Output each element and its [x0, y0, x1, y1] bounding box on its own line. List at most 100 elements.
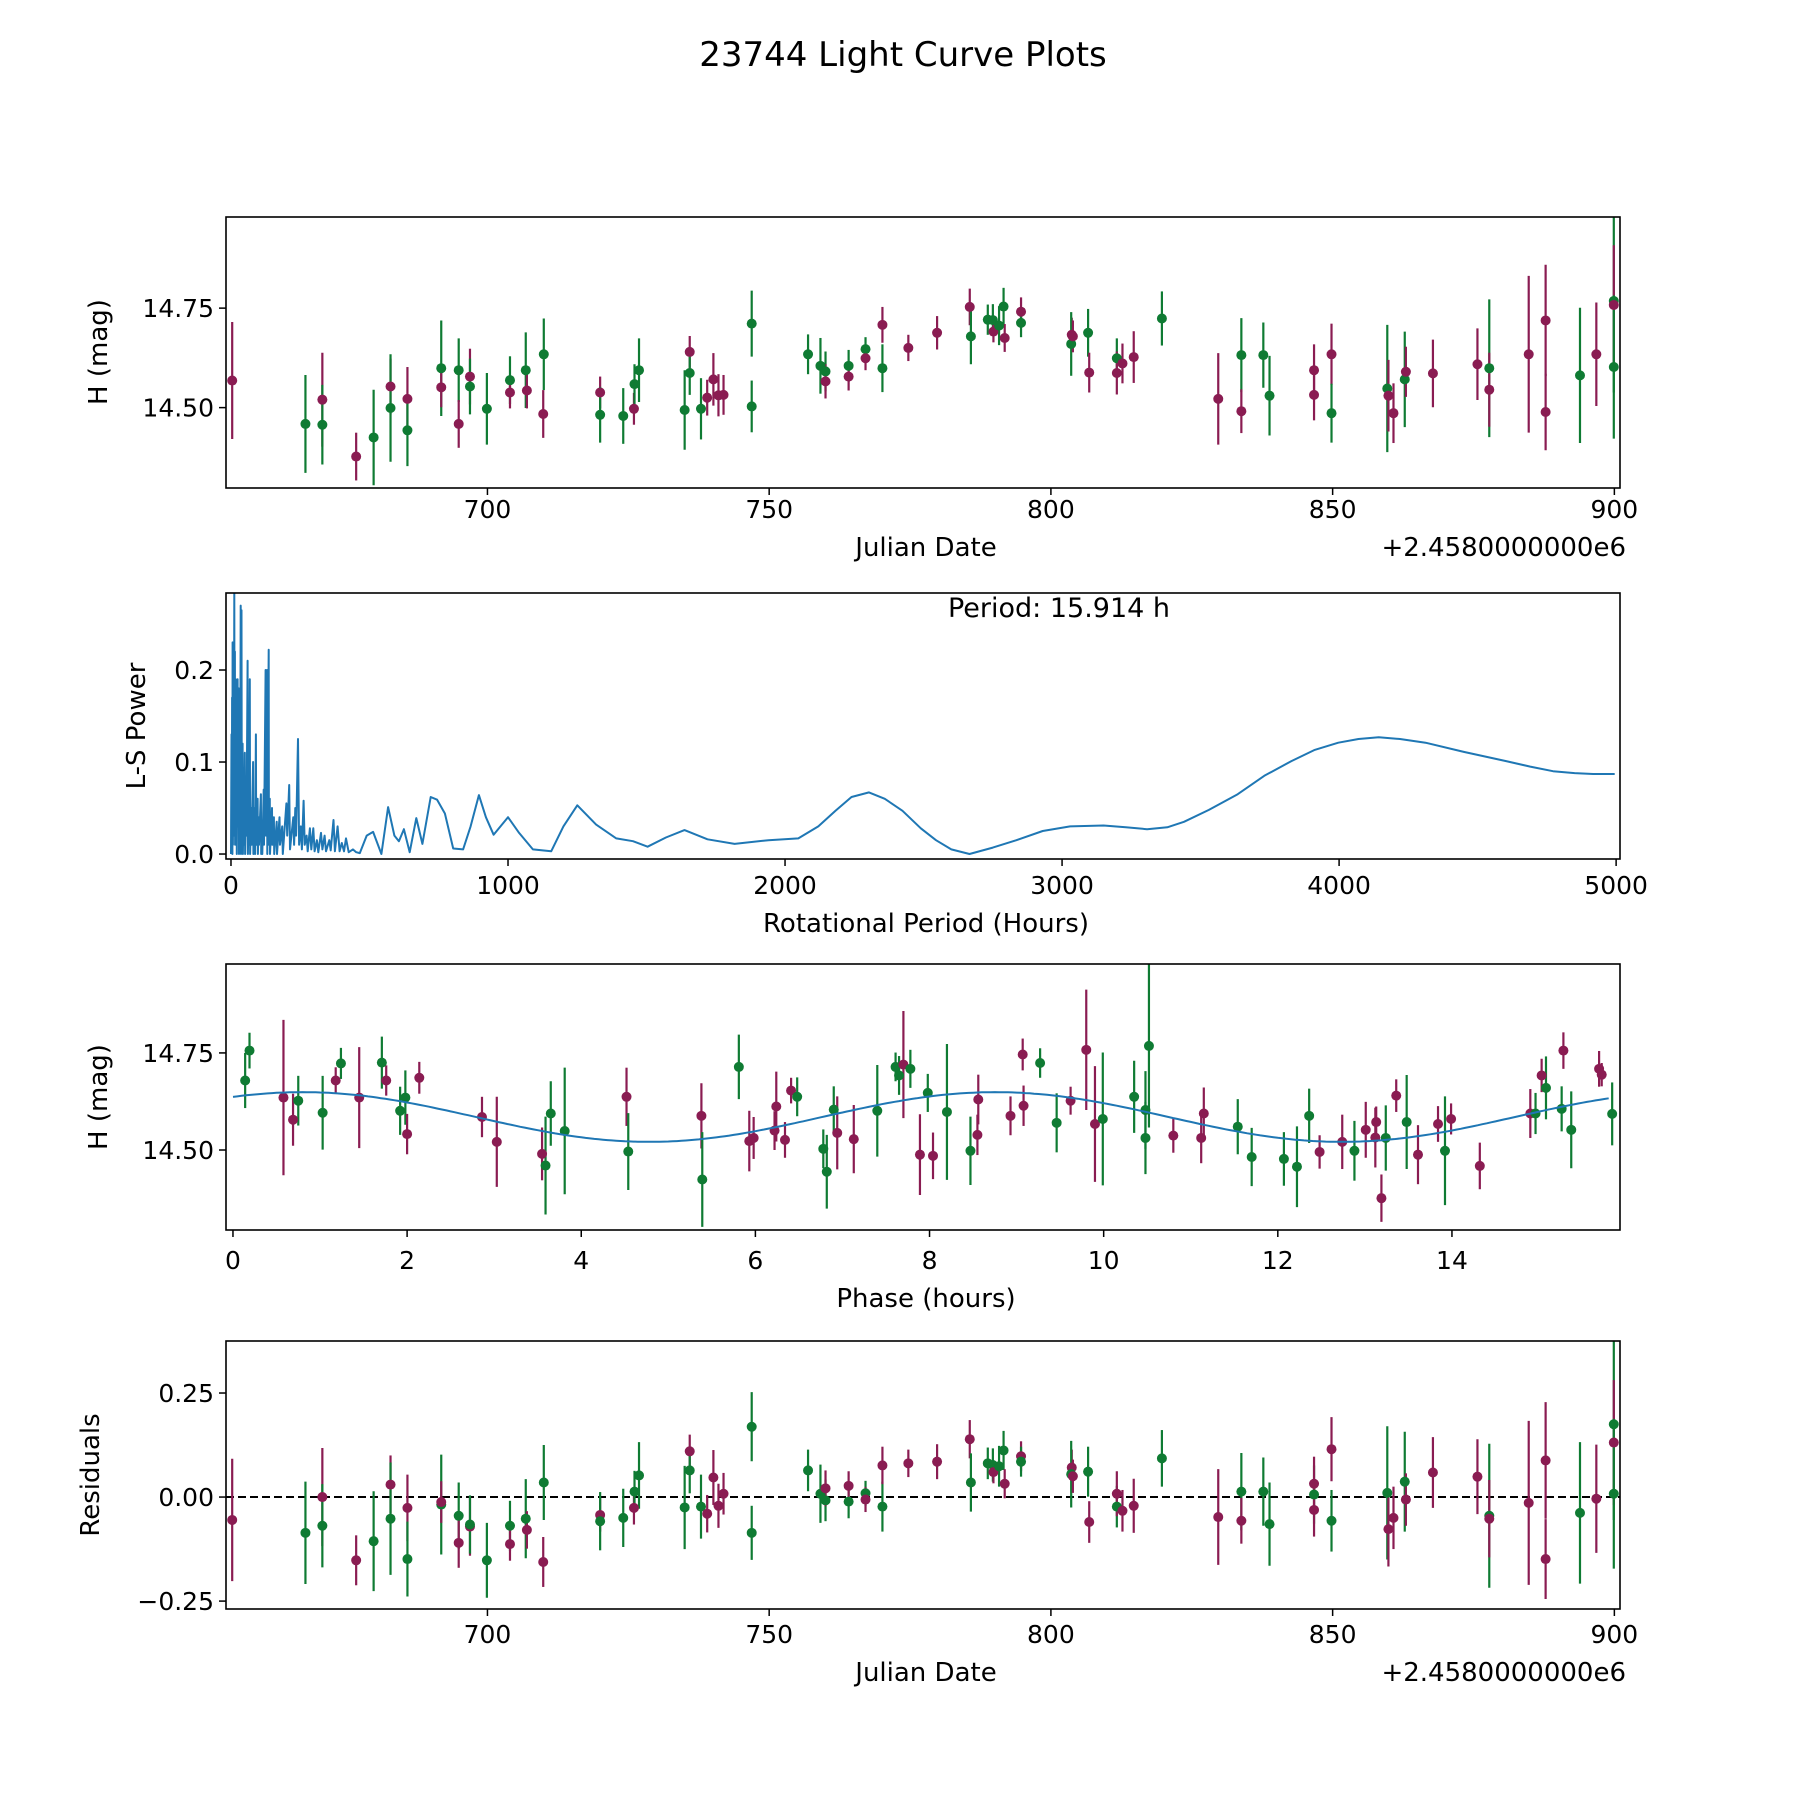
- data-point-band-m: [1371, 1117, 1382, 1128]
- data-point-band-m: [771, 1101, 782, 1112]
- data-point-band-m: [1391, 1090, 1402, 1101]
- phased-panel: 0 2 4 6 8 10 12 14 14.50 14.75: [142, 963, 1621, 1275]
- data-point-band-g: [453, 1510, 464, 1521]
- data-point-band-m: [708, 374, 719, 385]
- data-point-band-g: [481, 1555, 492, 1566]
- data-point-band-g: [1291, 1161, 1302, 1172]
- data-point-band-g: [1566, 1124, 1577, 1135]
- data-point-band-m: [621, 1091, 632, 1102]
- data-point-band-g: [746, 1421, 757, 1432]
- data-point-band-g: [890, 1061, 901, 1072]
- data-point-band-m: [860, 1494, 871, 1505]
- data-point-band-g: [818, 1143, 829, 1154]
- data-point-band-g: [1236, 1486, 1247, 1497]
- data-point-band-m: [964, 1434, 975, 1445]
- data-point-band-m: [1326, 1444, 1337, 1455]
- data-point-band-g: [629, 1486, 640, 1497]
- x-tick-label: 3000: [1030, 871, 1094, 900]
- light-curve-ylabel: H (mag): [84, 299, 114, 405]
- data-point-band-m: [628, 403, 639, 414]
- data-point-band-g: [994, 1461, 1005, 1472]
- data-point-band-g: [821, 1166, 832, 1177]
- data-point-band-m: [1213, 393, 1224, 404]
- data-point-band-g: [746, 401, 757, 412]
- data-point-band-m: [330, 1075, 341, 1086]
- data-point-band-m: [1236, 406, 1247, 417]
- data-point-band-m: [317, 1492, 328, 1503]
- data-point-band-m: [504, 387, 515, 398]
- data-point-band-g: [1016, 317, 1027, 328]
- data-point-band-m: [521, 385, 532, 396]
- data-point-band-g: [300, 1527, 311, 1538]
- x-tick-label: 5000: [1584, 871, 1648, 900]
- data-point-band-g: [240, 1075, 251, 1086]
- axes-frame: [225, 963, 1621, 1231]
- data-point-band-m: [436, 1497, 447, 1508]
- data-point-band-m: [1596, 1069, 1607, 1080]
- data-point-band-m: [1540, 315, 1551, 326]
- data-point-band-g: [481, 403, 492, 414]
- data-point-band-g: [453, 365, 464, 376]
- data-point-band-g: [1258, 1486, 1269, 1497]
- data-point-band-m: [381, 1075, 392, 1086]
- data-point-band-m: [973, 1094, 984, 1105]
- x-tick-label: 12: [1262, 1246, 1294, 1275]
- data-point-band-g: [695, 1501, 706, 1512]
- data-point-band-m: [1412, 1149, 1423, 1160]
- data-point-band-g: [820, 1495, 831, 1506]
- data-point-band-m: [1236, 1515, 1247, 1526]
- data-point-band-m: [702, 1508, 713, 1519]
- axes-frame: [225, 216, 1621, 489]
- data-point-band-m: [877, 1460, 888, 1471]
- data-point-band-m: [1540, 1455, 1551, 1466]
- data-point-band-g: [634, 1470, 645, 1481]
- data-point-band-g: [540, 1160, 551, 1171]
- y-tick-label: 14.75: [142, 294, 214, 323]
- data-point-band-m: [932, 327, 943, 338]
- data-point-band-m: [964, 301, 975, 312]
- data-point-band-g: [1349, 1145, 1360, 1156]
- data-point-band-m: [820, 376, 831, 387]
- data-point-band-g: [803, 349, 814, 360]
- data-point-band-m: [538, 408, 549, 419]
- x-tick-label: 6: [747, 1246, 763, 1275]
- data-point-band-g: [998, 1445, 1009, 1456]
- data-point-band-g: [464, 381, 475, 392]
- data-point-band-m: [1608, 299, 1619, 310]
- data-point-band-g: [244, 1045, 255, 1056]
- data-point-band-m: [1360, 1124, 1371, 1135]
- data-point-band-m: [1081, 1044, 1092, 1055]
- data-point-band-g: [843, 1496, 854, 1507]
- data-point-band-m: [820, 1483, 831, 1494]
- data-point-band-m: [351, 1555, 362, 1566]
- data-point-band-m: [832, 1127, 843, 1138]
- data-point-band-m: [227, 375, 238, 386]
- data-point-band-g: [1129, 1091, 1140, 1102]
- data-point-band-g: [1246, 1151, 1257, 1162]
- data-point-band-m: [402, 393, 413, 404]
- data-point-band-g: [1326, 408, 1337, 419]
- data-point-band-g: [1083, 1466, 1094, 1477]
- residuals-xlabel: Julian Date: [853, 1658, 996, 1688]
- data-point-band-m: [1484, 384, 1495, 395]
- data-point-band-m: [402, 1502, 413, 1513]
- data-point-band-g: [317, 419, 328, 430]
- light-curve-panel: 700 750 800 850 900 14.50 14.75: [142, 216, 1638, 524]
- data-point-band-g: [965, 1477, 976, 1488]
- data-point-band-m: [538, 1556, 549, 1567]
- data-point-band-m: [595, 387, 606, 398]
- data-point-band-g: [504, 1520, 515, 1531]
- data-point-band-g: [1258, 350, 1269, 361]
- data-point-band-m: [278, 1092, 289, 1103]
- data-point-band-m: [317, 394, 328, 405]
- data-point-band-m: [848, 1134, 859, 1145]
- y-tick-label: 14.50: [142, 394, 214, 423]
- data-point-band-m: [521, 1524, 532, 1535]
- data-point-band-m: [1067, 1471, 1078, 1482]
- data-point-band-m: [1326, 349, 1337, 360]
- data-point-band-g: [965, 1145, 976, 1156]
- x-tick-label: 10: [1088, 1246, 1120, 1275]
- phased-ylabel: H (mag): [84, 1044, 114, 1150]
- data-point-band-g: [545, 1108, 556, 1119]
